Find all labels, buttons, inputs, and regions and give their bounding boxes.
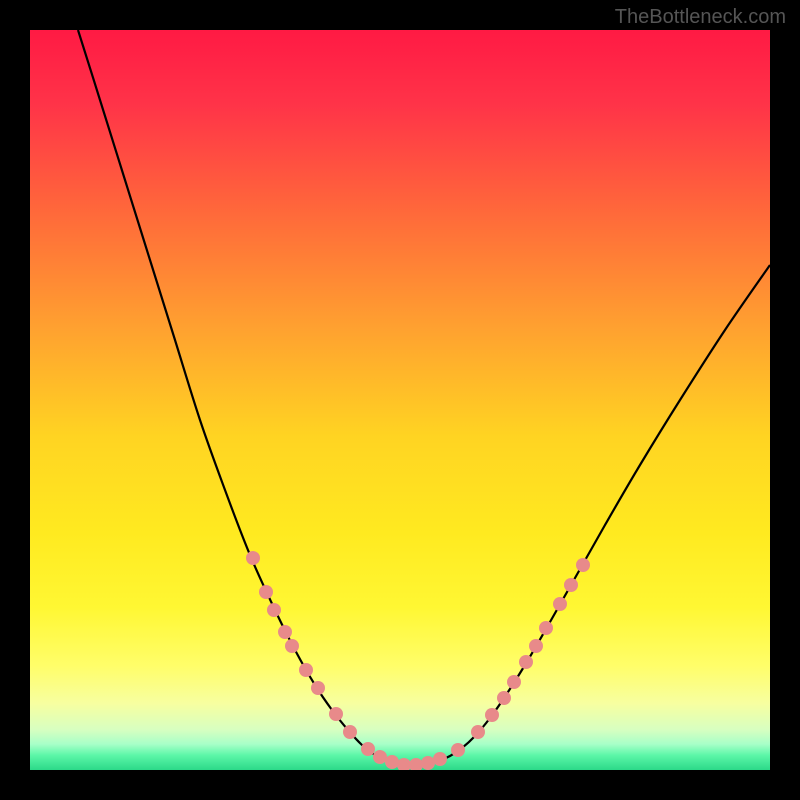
marker-point [343,725,357,739]
marker-point [539,621,553,635]
marker-point [451,743,465,757]
marker-point [299,663,313,677]
gradient-background [30,30,770,770]
marker-point [421,756,435,770]
marker-point [507,675,521,689]
marker-point [529,639,543,653]
marker-point [278,625,292,639]
marker-point [497,691,511,705]
marker-point [519,655,533,669]
bottleneck-curve-chart [30,30,770,770]
marker-point [485,708,499,722]
marker-point [471,725,485,739]
chart-area [30,30,770,770]
marker-point [564,578,578,592]
marker-point [385,755,399,769]
marker-point [285,639,299,653]
marker-point [433,752,447,766]
marker-point [329,707,343,721]
marker-point [576,558,590,572]
marker-point [259,585,273,599]
marker-point [373,750,387,764]
marker-point [246,551,260,565]
marker-point [267,603,281,617]
marker-point [361,742,375,756]
watermark-text: TheBottleneck.com [615,6,786,29]
marker-point [553,597,567,611]
marker-point [311,681,325,695]
